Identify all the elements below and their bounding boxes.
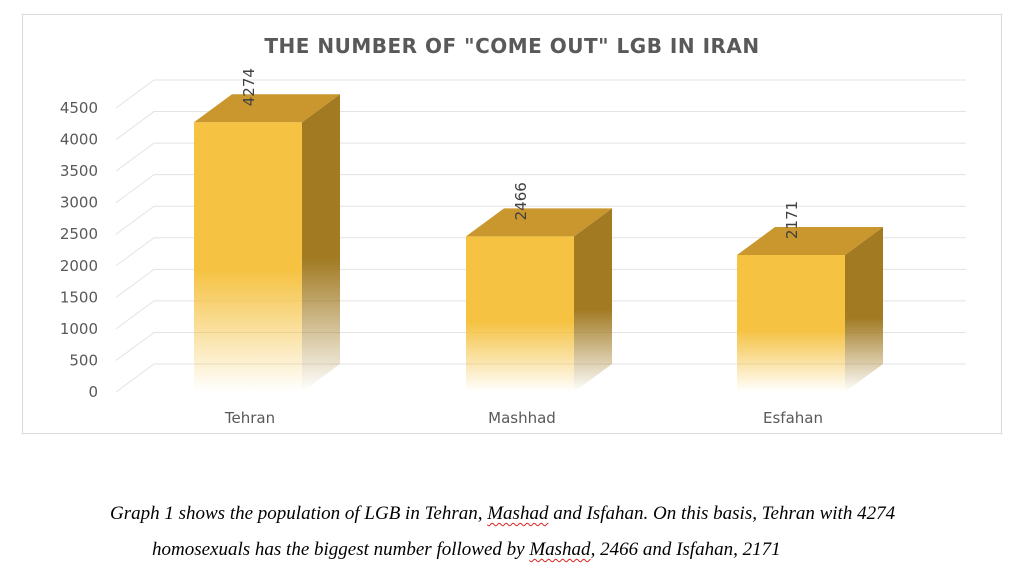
data-label: 2171 bbox=[783, 201, 801, 239]
gridline bbox=[115, 111, 966, 140]
chart-title: THE NUMBER OF "COME OUT" LGB IN IRAN bbox=[264, 34, 760, 58]
bar-side bbox=[845, 226, 883, 392]
gridline bbox=[115, 300, 966, 330]
x-tick-label: Esfahan bbox=[763, 409, 823, 427]
y-tick-label: 3000 bbox=[60, 194, 98, 212]
y-tick-label: 4000 bbox=[60, 131, 98, 149]
gridline bbox=[115, 79, 966, 109]
caption-line-1: Graph 1 shows the population of LGB in T… bbox=[110, 503, 895, 525]
bar: 4274 bbox=[194, 68, 340, 392]
caption-line-2-start: homosexuals has the biggest number follo… bbox=[152, 539, 530, 560]
bar-top bbox=[737, 226, 883, 255]
bar-top bbox=[466, 208, 612, 237]
y-tick-label: 1500 bbox=[60, 288, 98, 306]
x-tick-label: Mashhad bbox=[488, 409, 556, 427]
y-tick-label: 1000 bbox=[60, 320, 98, 338]
caption-line-1-start: Graph 1 shows the population of LGB in T… bbox=[110, 503, 488, 524]
bar-front bbox=[737, 254, 845, 392]
y-tick-label: 500 bbox=[69, 351, 98, 369]
y-tick-label: 4500 bbox=[60, 99, 98, 117]
caption-line-1-end: and Isfahan. On this basis, Tehran with … bbox=[548, 503, 896, 524]
bar-side bbox=[574, 208, 612, 392]
gridline bbox=[115, 174, 966, 204]
bar-side bbox=[302, 94, 340, 392]
gridline bbox=[115, 331, 966, 361]
caption-line-2: homosexuals has the biggest number follo… bbox=[152, 539, 781, 561]
caption-line-2-underlined-word: Mashad bbox=[529, 539, 591, 560]
bar-front bbox=[466, 236, 574, 392]
bar: 2466 bbox=[466, 182, 612, 392]
x-tick-label: Tehran bbox=[224, 409, 275, 427]
gridline bbox=[115, 237, 966, 267]
caption-line-1-underlined-word: Mashad bbox=[487, 503, 549, 524]
y-tick-label: 2500 bbox=[60, 225, 98, 243]
bar-front bbox=[194, 122, 302, 392]
y-tick-label: 2000 bbox=[60, 257, 98, 275]
gridline bbox=[115, 363, 966, 393]
gridline bbox=[115, 205, 966, 235]
bar-top bbox=[194, 94, 340, 123]
y-tick-label: 0 bbox=[88, 383, 98, 401]
gridline bbox=[115, 268, 966, 298]
gridline bbox=[115, 142, 966, 172]
data-label: 4274 bbox=[240, 68, 258, 106]
data-label: 2466 bbox=[512, 182, 530, 220]
y-tick-label: 3500 bbox=[60, 162, 98, 180]
caption-line-2-end: , 2466 and Isfahan, 2171 bbox=[590, 539, 781, 560]
bar: 2171 bbox=[737, 201, 883, 392]
